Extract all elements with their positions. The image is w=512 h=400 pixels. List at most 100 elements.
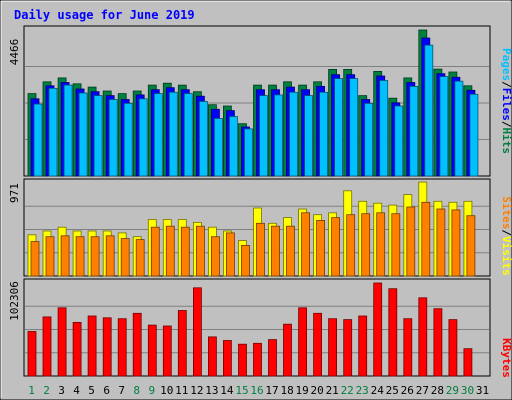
legend-kbytes-group: KBytes — [500, 338, 512, 378]
x-tick-label-17: 17 — [265, 384, 278, 397]
legend-visits-sites: Sites/Visits — [500, 196, 512, 276]
bar-sites-day-23 — [361, 213, 371, 277]
bar-kbytes-day-22 — [343, 319, 353, 377]
bar-pages-day-20 — [319, 91, 329, 177]
bar-sites-day-29 — [451, 209, 461, 277]
bar-sites-day-5 — [90, 236, 100, 277]
legend-kbytes: KBytes — [500, 338, 512, 378]
bar-sites-day-16 — [256, 222, 265, 277]
bar-pages-day-13 — [213, 118, 223, 177]
bar-kbytes-day-18 — [283, 323, 292, 377]
bar-kbytes-day-5 — [87, 315, 97, 377]
bar-kbytes-day-30 — [463, 348, 473, 377]
x-tick-label-12: 12 — [190, 384, 203, 397]
bar-pages-day-27 — [424, 44, 434, 177]
bar-sites-day-14 — [225, 232, 235, 277]
bar-sites-day-8 — [135, 239, 145, 277]
legend-separator: / — [500, 121, 512, 128]
bar-pages-day-18 — [289, 91, 298, 177]
bar-sites-day-6 — [105, 235, 115, 277]
bar-kbytes-day-21 — [328, 318, 338, 377]
x-tick-label-31: 31 — [476, 384, 489, 397]
bar-pages-day-24 — [379, 80, 389, 177]
ymax-label-visits: 971 — [8, 183, 21, 203]
bar-sites-day-21 — [331, 217, 341, 277]
bar-pages-day-4 — [78, 92, 88, 177]
bar-pages-day-5 — [93, 95, 103, 177]
x-tick-label-10: 10 — [160, 384, 173, 397]
bar-pages-day-12 — [198, 101, 208, 177]
svg-text:Pages/Files/Hits: Pages/Files/Hits — [500, 48, 512, 154]
x-tick-label-21: 21 — [326, 384, 339, 397]
bar-kbytes-day-27 — [418, 297, 428, 377]
bar-kbytes-day-20 — [313, 312, 323, 377]
bar-kbytes-day-28 — [433, 308, 443, 377]
bar-pages-day-1 — [33, 103, 43, 177]
bar-sites-day-13 — [210, 236, 220, 277]
bar-sites-day-28 — [436, 208, 446, 277]
bar-kbytes-day-12 — [192, 287, 202, 377]
legend-separator: / — [500, 229, 512, 236]
bar-kbytes-day-26 — [403, 318, 413, 377]
bar-kbytes-day-2 — [42, 316, 52, 377]
bar-kbytes-day-6 — [102, 317, 112, 377]
bar-pages-day-10 — [168, 91, 178, 177]
x-tick-label-24: 24 — [371, 384, 385, 397]
bar-kbytes-day-16 — [253, 342, 262, 377]
x-tick-label-9: 9 — [148, 384, 155, 397]
bar-kbytes-day-11 — [177, 310, 187, 377]
bar-sites-day-1 — [30, 241, 40, 277]
bar-pages-day-28 — [439, 76, 449, 177]
bar-kbytes-day-15 — [238, 343, 247, 377]
bar-kbytes-day-23 — [358, 315, 368, 377]
bar-pages-day-8 — [138, 98, 148, 177]
legend-sites: Sites — [500, 196, 512, 229]
bar-kbytes-day-19 — [298, 307, 308, 377]
x-tick-label-18: 18 — [280, 384, 293, 397]
bar-kbytes-day-29 — [448, 319, 458, 377]
bar-sites-day-19 — [301, 212, 311, 277]
x-tick-label-1: 1 — [28, 384, 35, 397]
bar-sites-day-18 — [286, 225, 295, 277]
bar-sites-day-4 — [75, 236, 85, 277]
bar-kbytes-day-8 — [132, 312, 142, 377]
bar-sites-day-27 — [421, 201, 431, 277]
bar-kbytes-day-17 — [268, 339, 277, 377]
ymax-label-kbytes: 102306 — [8, 281, 21, 321]
legend-separator: / — [500, 81, 512, 88]
x-tick-label-3: 3 — [58, 384, 65, 397]
bar-pages-day-17 — [274, 94, 283, 177]
bar-sites-day-9 — [150, 226, 160, 277]
bar-sites-day-15 — [241, 244, 250, 277]
bar-sites-day-12 — [195, 225, 205, 277]
x-tick-label-7: 7 — [118, 384, 125, 397]
bar-sites-day-11 — [180, 226, 190, 277]
x-axis-labels: 1 2 3 4 5 6 7 8 9 10 11 12 13 14 15 16 17 18 19 20 21 22 23 24 2… — [28, 384, 489, 397]
x-tick-label-27: 27 — [416, 384, 429, 397]
bar-pages-day-9 — [153, 93, 163, 177]
bar-pages-day-6 — [108, 99, 118, 177]
bar-kbytes-day-4 — [72, 321, 82, 377]
bar-sites-day-3 — [60, 235, 70, 277]
bar-sites-day-17 — [271, 225, 280, 277]
bar-pages-day-21 — [334, 78, 344, 177]
svg-text:Sites/Visits: Sites/Visits — [500, 196, 512, 276]
bar-pages-day-29 — [454, 80, 464, 177]
x-tick-label-25: 25 — [386, 384, 399, 397]
bar-kbytes-day-1 — [27, 331, 37, 377]
legend-pages: Pages — [500, 48, 512, 81]
bar-pages-day-22 — [349, 78, 359, 177]
bars-layer — [25, 29, 489, 377]
bar-sites-day-10 — [165, 225, 175, 277]
x-tick-label-16: 16 — [250, 384, 263, 397]
x-tick-label-19: 19 — [295, 384, 308, 397]
bar-kbytes-day-9 — [147, 324, 157, 377]
bar-sites-day-26 — [406, 206, 416, 277]
legend-hits: Hits — [500, 128, 512, 155]
bar-pages-day-14 — [228, 116, 238, 177]
x-tick-label-6: 6 — [103, 384, 110, 397]
bar-kbytes-day-24 — [373, 282, 383, 377]
bar-kbytes-day-10 — [162, 325, 172, 377]
x-tick-label-26: 26 — [401, 384, 414, 397]
